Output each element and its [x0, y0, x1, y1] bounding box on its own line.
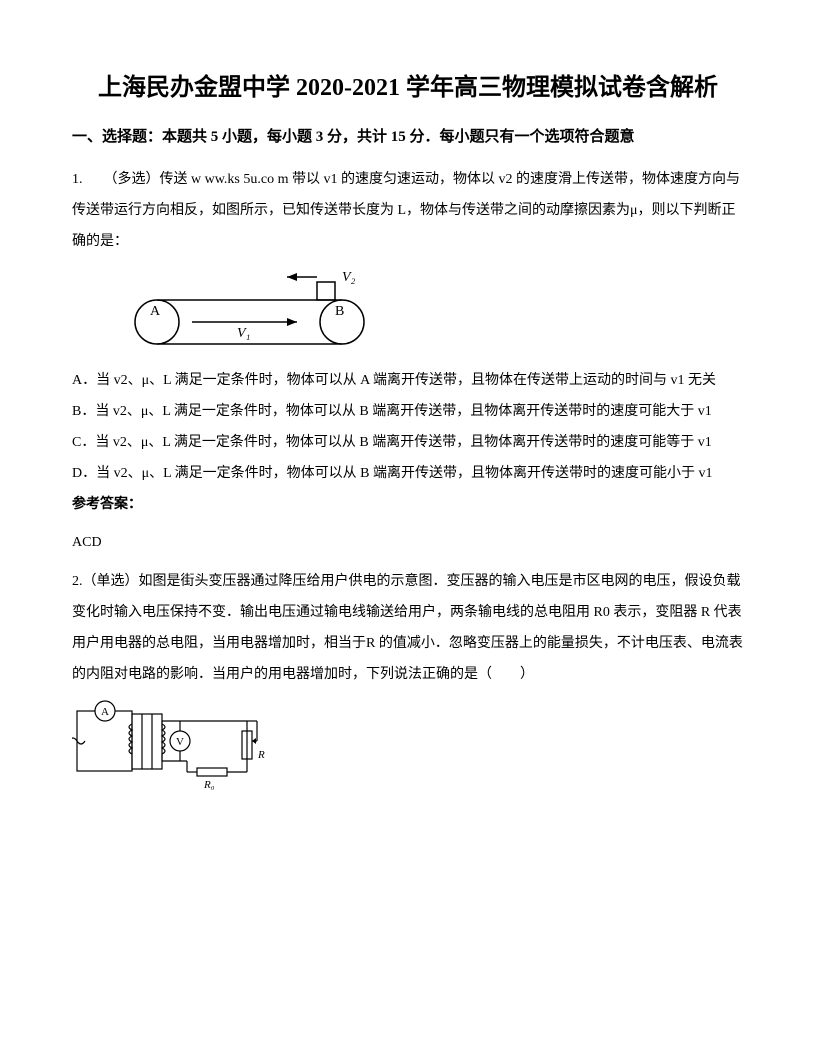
- q1-stem: 1. （多选）传送 w ww.ks 5u.co m 带以 v1 的速度匀速运动，…: [72, 165, 744, 257]
- q1-answer: ACD: [72, 528, 744, 559]
- svg-text:A: A: [150, 304, 161, 319]
- q1-option-b: B．当 v2、μ、L 满足一定条件时，物体可以从 B 端离开传送带，且物体离开传…: [72, 397, 744, 428]
- q1-option-d: D．当 v2、μ、L 满足一定条件时，物体可以从 B 端离开传送带，且物体离开传…: [72, 459, 744, 490]
- conveyor-belt-icon: A B V₁ V₂: [132, 267, 402, 352]
- q2-stem: 2.（单选）如图是街头变压器通过降压给用户供电的示意图．变压器的输入电压是市区电…: [72, 567, 744, 690]
- q1-option-a: A．当 v2、μ、L 满足一定条件时，物体可以从 A 端离开传送带，且物体在传送…: [72, 366, 744, 397]
- svg-text:R₀: R₀: [203, 779, 215, 791]
- q2-diagram: A V R₀ R: [72, 696, 744, 796]
- q1-diagram: A B V₁ V₂: [132, 267, 744, 352]
- section-header: 一、选择题：本题共 5 小题，每小题 3 分，共计 15 分．每小题只有一个选项…: [72, 124, 744, 151]
- transformer-circuit-icon: A V R₀ R: [72, 696, 282, 791]
- q1-option-c: C．当 v2、μ、L 满足一定条件时，物体可以从 B 端离开传送带，且物体离开传…: [72, 428, 744, 459]
- svg-text:V₁: V₁: [237, 326, 250, 341]
- q1-answer-label: 参考答案：: [72, 490, 744, 521]
- svg-text:A: A: [101, 706, 109, 718]
- page-title: 上海民办金盟中学 2020-2021 学年高三物理模拟试卷含解析: [72, 70, 744, 106]
- svg-text:B: B: [335, 304, 344, 319]
- svg-text:V: V: [176, 736, 184, 748]
- svg-text:R: R: [257, 749, 265, 761]
- svg-text:V₂: V₂: [342, 270, 356, 285]
